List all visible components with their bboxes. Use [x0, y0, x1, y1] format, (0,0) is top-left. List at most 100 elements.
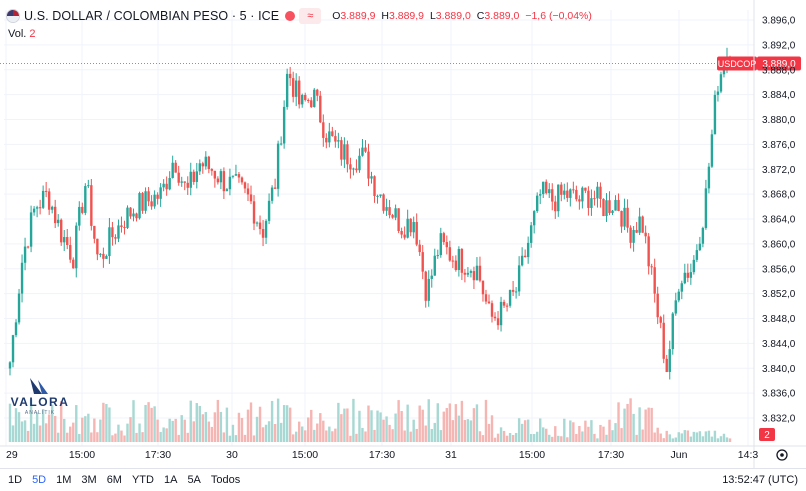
candle-body: [349, 164, 352, 170]
volume-bar: [147, 402, 150, 442]
volume-bar: [346, 408, 349, 442]
candle-body: [279, 143, 283, 145]
symbol-title[interactable]: U.S. DOLLAR / COLOMBIAN PESO · 5 · ICE: [24, 9, 280, 23]
candle-body: [605, 200, 608, 217]
clock-display[interactable]: 13:52:47 (UTC): [722, 474, 798, 486]
range-button-ytd[interactable]: YTD: [131, 474, 154, 486]
candle-body: [623, 207, 626, 227]
candle-body: [671, 313, 674, 350]
range-button-1d[interactable]: 1D: [8, 474, 23, 486]
volume-bar: [99, 419, 102, 442]
volume-legend[interactable]: Vol. 2: [8, 28, 35, 40]
volume-bar: [117, 424, 120, 442]
volume-bar: [364, 431, 367, 442]
volume-bar: [484, 399, 488, 442]
range-button-5d[interactable]: 5D: [32, 474, 47, 486]
range-button-1a[interactable]: 1A: [163, 474, 178, 486]
candle-body: [484, 294, 488, 302]
candle-body: [17, 293, 21, 323]
candle-body: [328, 131, 331, 143]
volume-bar: [508, 433, 512, 442]
candlesticks: [8, 47, 732, 380]
candle-body: [385, 207, 388, 211]
candle-body: [704, 188, 708, 228]
candle-body: [198, 163, 201, 172]
candle-body: [210, 169, 214, 171]
candle-body: [114, 237, 117, 239]
candle-body: [8, 362, 12, 369]
volume-bar: [566, 437, 569, 442]
candle-body: [403, 234, 406, 238]
volume-bar: [529, 434, 533, 442]
volume-bar: [614, 423, 617, 442]
range-button-1m[interactable]: 1M: [56, 474, 72, 486]
volume-bar: [322, 420, 325, 442]
candle-body: [620, 210, 623, 227]
price-chart[interactable]: USDCOP 3.889,0 2 3.896,0 3.892,0 3.888,0 3.88…: [0, 0, 806, 468]
candle-body: [367, 151, 370, 179]
candle-body: [376, 195, 379, 197]
volume-bar: [231, 424, 235, 442]
x-tick-label: 30: [226, 449, 238, 461]
candle-body: [466, 272, 470, 275]
volume-bar: [75, 405, 78, 442]
candle-body: [334, 136, 337, 142]
volume-bar: [397, 400, 400, 442]
volume-bar: [337, 402, 340, 442]
candle-body: [692, 259, 696, 273]
volume-bar: [325, 430, 328, 442]
volume-bar: [219, 411, 223, 442]
candle-body: [50, 206, 54, 210]
candle-body: [487, 301, 491, 304]
candle-body: [545, 181, 548, 194]
volume-bar: [150, 407, 153, 442]
candle-body: [505, 305, 509, 307]
y-tick-label: 3.856,0: [762, 264, 796, 275]
candle-body: [457, 248, 461, 270]
volume-bar: [620, 428, 623, 442]
range-button-5a[interactable]: 5A: [187, 474, 201, 486]
candle-body: [370, 176, 373, 179]
volume-bar: [481, 435, 485, 442]
logo-sub: ANALITIK: [25, 410, 55, 416]
candle-body: [78, 206, 81, 226]
range-button-todos[interactable]: Todos: [210, 474, 241, 486]
candle-body: [647, 236, 650, 267]
volume-bar: [668, 434, 671, 442]
range-button-6m[interactable]: 6M: [106, 474, 122, 486]
candle-body: [87, 185, 90, 187]
candle-body: [20, 262, 24, 294]
volume-bar: [379, 412, 382, 442]
candle-body: [159, 187, 162, 199]
candle-body: [535, 195, 539, 212]
volume-bar: [313, 429, 316, 442]
volume-bar: [590, 420, 593, 442]
volume-bar: [270, 400, 274, 442]
volume-bar: [225, 407, 229, 442]
volume-bar: [502, 430, 506, 442]
volume-bar: [707, 430, 711, 442]
volume-bar: [611, 430, 614, 442]
candle-body: [47, 191, 51, 210]
volume-bar: [44, 423, 48, 442]
volume-bar: [14, 408, 18, 442]
volume-bar: [605, 434, 608, 442]
volume-bar: [653, 432, 656, 442]
volume-bar: [517, 418, 521, 442]
range-button-3m[interactable]: 3M: [81, 474, 97, 486]
volume-badge-label: 2: [764, 430, 770, 441]
candle-body: [41, 190, 45, 208]
approx-icon[interactable]: ≈: [299, 8, 322, 24]
volume-bar: [409, 431, 412, 442]
volume-bar: [665, 430, 668, 442]
candle-body: [189, 171, 192, 188]
volume-bar: [535, 431, 539, 442]
candle-body: [322, 122, 325, 138]
x-tick-label: 17:30: [598, 449, 624, 461]
volume-bar: [526, 419, 530, 442]
volume-bar: [240, 417, 244, 442]
candle-body: [641, 216, 644, 233]
volume-bar: [692, 431, 696, 442]
volume-bar: [126, 423, 129, 442]
candle-body: [566, 190, 569, 198]
